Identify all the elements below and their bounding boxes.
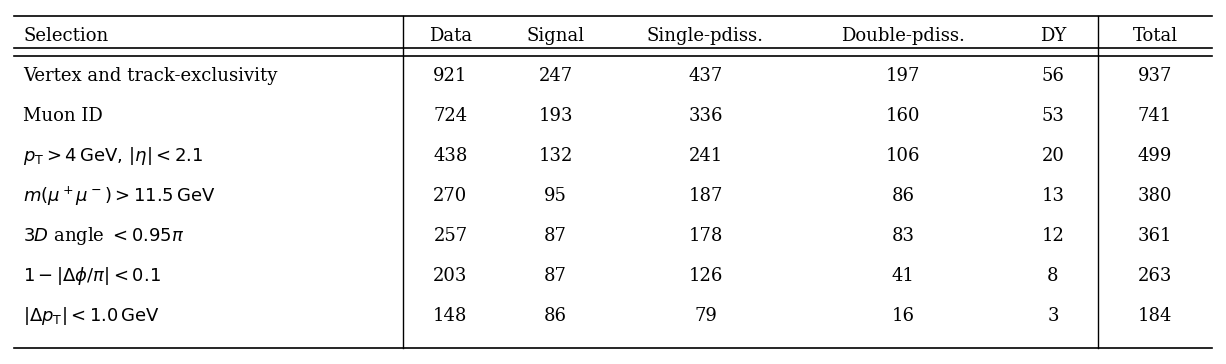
Text: Muon ID: Muon ID — [23, 107, 103, 125]
Text: 184: 184 — [1138, 307, 1172, 325]
Text: 336: 336 — [688, 107, 722, 125]
Text: 148: 148 — [433, 307, 467, 325]
Text: 203: 203 — [433, 267, 467, 285]
Text: 87: 87 — [544, 227, 568, 245]
Text: 13: 13 — [1041, 187, 1064, 205]
Text: 937: 937 — [1138, 67, 1172, 85]
Text: 16: 16 — [891, 307, 915, 325]
Text: 263: 263 — [1138, 267, 1172, 285]
Text: Total: Total — [1133, 27, 1177, 45]
Text: 241: 241 — [688, 147, 722, 165]
Text: Double-pdiss.: Double-pdiss. — [841, 27, 965, 45]
Text: Signal: Signal — [526, 27, 585, 45]
Text: $3D$ angle $< 0.95\pi$: $3D$ angle $< 0.95\pi$ — [23, 225, 185, 247]
Text: 8: 8 — [1047, 267, 1059, 285]
Text: 361: 361 — [1138, 227, 1172, 245]
Text: 247: 247 — [538, 67, 573, 85]
Text: 724: 724 — [433, 107, 467, 125]
Text: 193: 193 — [538, 107, 573, 125]
Text: 87: 87 — [544, 267, 568, 285]
Text: DY: DY — [1040, 27, 1067, 45]
Text: 437: 437 — [688, 67, 722, 85]
Text: 438: 438 — [433, 147, 467, 165]
Text: 160: 160 — [886, 107, 921, 125]
Text: 270: 270 — [433, 187, 467, 205]
Text: 132: 132 — [538, 147, 573, 165]
Text: 187: 187 — [688, 187, 722, 205]
Text: 126: 126 — [688, 267, 722, 285]
Text: 95: 95 — [544, 187, 568, 205]
Text: $p_\mathrm{T} > 4\,\mathrm{GeV},\, |\eta| < 2.1$: $p_\mathrm{T} > 4\,\mathrm{GeV},\, |\eta… — [23, 145, 204, 167]
Text: 56: 56 — [1042, 67, 1064, 85]
Text: 380: 380 — [1138, 187, 1172, 205]
Text: 3: 3 — [1047, 307, 1059, 325]
Text: Vertex and track-exclusivity: Vertex and track-exclusivity — [23, 67, 278, 85]
Text: 86: 86 — [544, 307, 568, 325]
Text: 257: 257 — [433, 227, 467, 245]
Text: 79: 79 — [694, 307, 717, 325]
Text: 86: 86 — [891, 187, 915, 205]
Text: 921: 921 — [433, 67, 467, 85]
Text: 83: 83 — [891, 227, 915, 245]
Text: 178: 178 — [688, 227, 722, 245]
Text: $|\Delta p_\mathrm{T}| < 1.0\,\mathrm{GeV}$: $|\Delta p_\mathrm{T}| < 1.0\,\mathrm{Ge… — [23, 305, 161, 327]
Text: Selection: Selection — [23, 27, 109, 45]
Text: 499: 499 — [1138, 147, 1172, 165]
Text: 53: 53 — [1042, 107, 1064, 125]
Text: $1 - |\Delta\phi/\pi| < 0.1$: $1 - |\Delta\phi/\pi| < 0.1$ — [23, 265, 161, 287]
Text: $m(\mu^+\mu^-) > 11.5\,\mathrm{GeV}$: $m(\mu^+\mu^-) > 11.5\,\mathrm{GeV}$ — [23, 184, 216, 208]
Text: Data: Data — [429, 27, 472, 45]
Text: 20: 20 — [1042, 147, 1064, 165]
Text: 106: 106 — [886, 147, 921, 165]
Text: 12: 12 — [1042, 227, 1064, 245]
Text: 41: 41 — [891, 267, 915, 285]
Text: 197: 197 — [886, 67, 921, 85]
Text: Single-pdiss.: Single-pdiss. — [647, 27, 764, 45]
Text: 741: 741 — [1138, 107, 1172, 125]
